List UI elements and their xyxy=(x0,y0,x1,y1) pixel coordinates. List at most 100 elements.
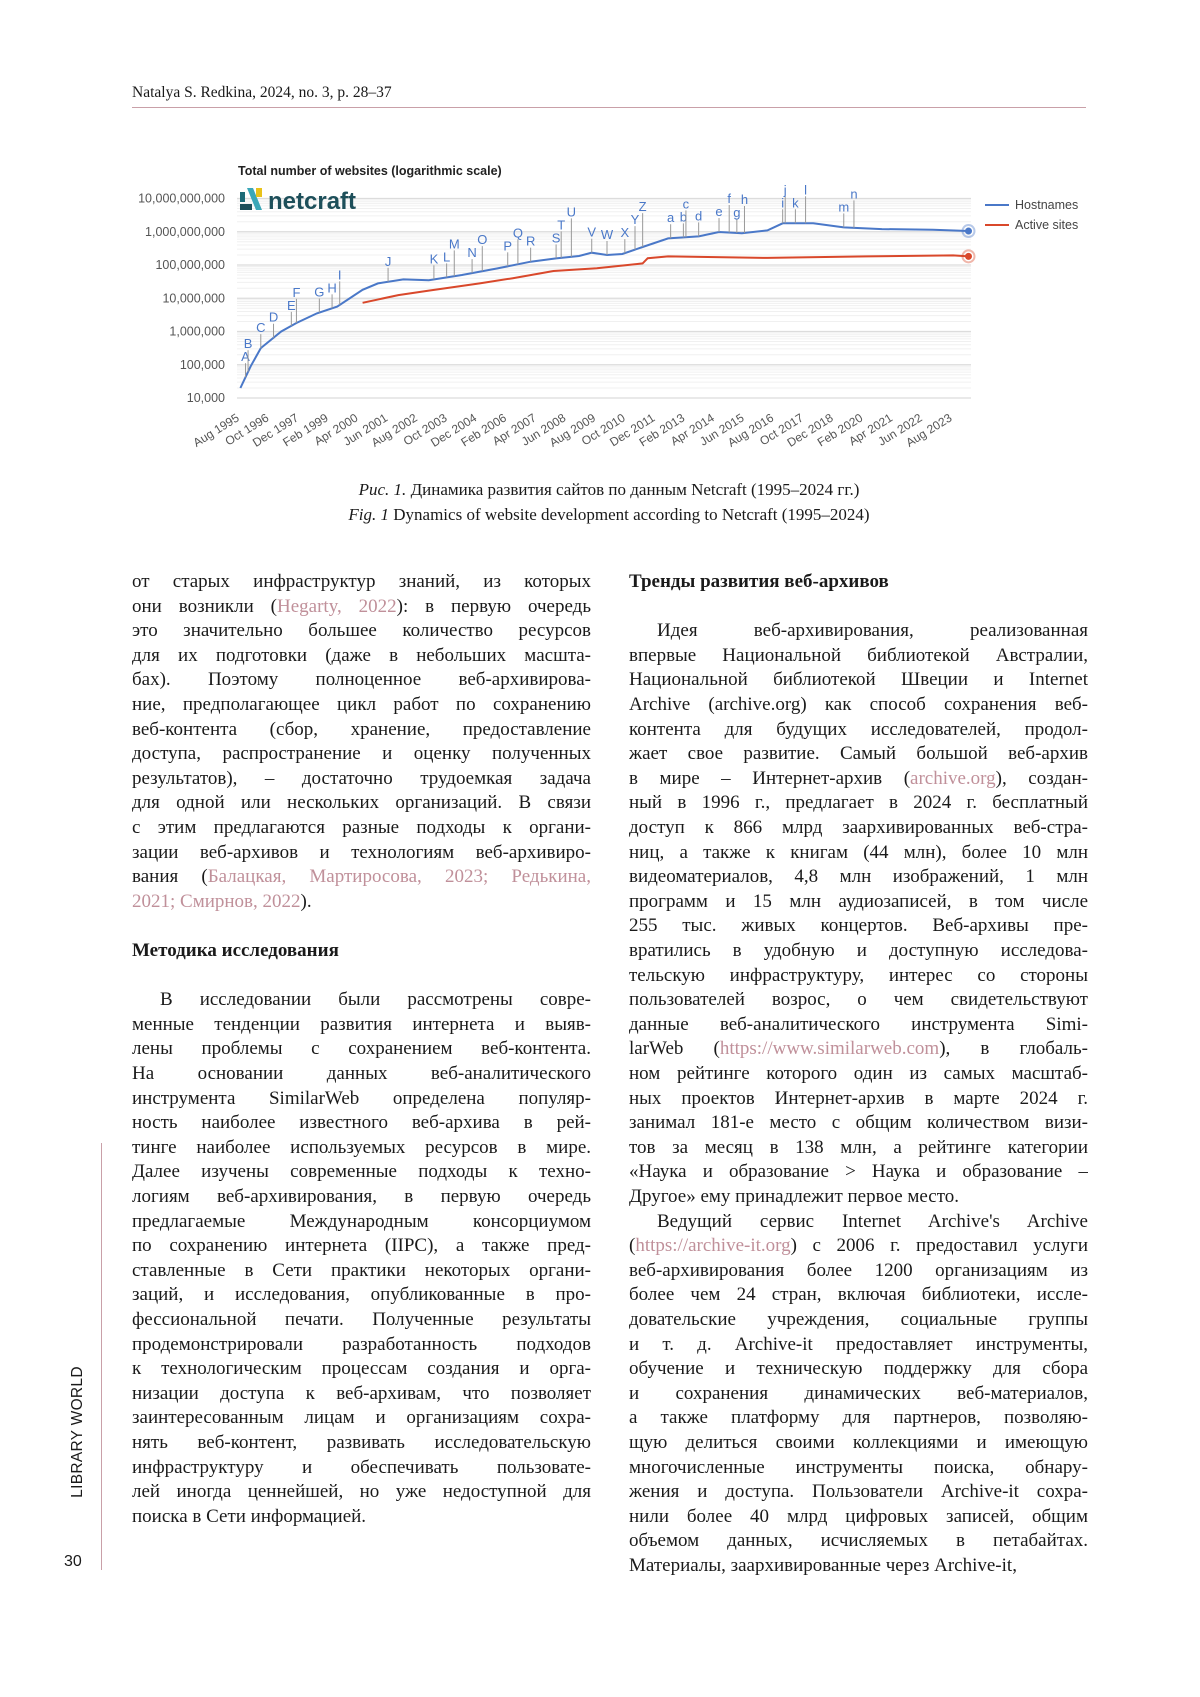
text-segment: ном рейтинге которого один из самых масш… xyxy=(629,1063,1088,1084)
text-line: щую делиться своими коллекциями и имеющу… xyxy=(629,1431,1088,1456)
annotation-label: K xyxy=(430,251,439,266)
text-segment: более чем 24 стран, включая библиотеки, … xyxy=(629,1284,1088,1305)
text-segment: щую делиться своими коллекциями и имеющу… xyxy=(629,1432,1088,1453)
text-segment: менные тенденции развития интернета и вы… xyxy=(132,1014,591,1035)
text-segment: ных проектов Интернет-архив в марте 2024… xyxy=(629,1088,1088,1109)
text-segment: доступа, распространение и оценку получе… xyxy=(132,743,591,764)
annotation-label: M xyxy=(449,236,460,251)
text-line: фессиональной печати. Полученные результ… xyxy=(132,1308,591,1333)
text-line: ность наиболее известного веб-архива в р… xyxy=(132,1111,591,1136)
text-line: низации доступа к веб-архивам, что позво… xyxy=(132,1382,591,1407)
annotation-label: j xyxy=(783,182,787,197)
text-line: занимал 181-е место с общим количеством … xyxy=(629,1111,1088,1136)
text-line: жения и доступа. Пользователи Archive-it… xyxy=(629,1480,1088,1505)
legend-label: Active sites xyxy=(1015,218,1078,232)
text-line: доступа, распространение и оценку получе… xyxy=(132,742,591,767)
y-tick-label: 1,000,000,000 xyxy=(145,225,225,239)
text-segment: пользователей возрос, о чем свидетельств… xyxy=(629,989,1088,1010)
reference-link[interactable]: https://www.similarweb.com xyxy=(720,1038,939,1059)
text-line: многочисленные инструменты поиска, обнар… xyxy=(629,1456,1088,1481)
header-rule xyxy=(132,107,1086,108)
text-segment: веб-контента (сбор, хранение, предоставл… xyxy=(132,719,591,740)
text-line: ных проектов Интернет-архив в марте 2024… xyxy=(629,1087,1088,1112)
x-axis-ticks: Aug 1995Oct 1996Dec 1997Feb 1999Apr 2000… xyxy=(191,410,955,449)
text-segment: «Наука и образование > Наука и образован… xyxy=(629,1161,1088,1182)
annotation-label: V xyxy=(587,225,596,240)
text-segment: с этим предлагаются разные подходы к орг… xyxy=(132,817,591,838)
text-segment: На основании данных веб-аналитического xyxy=(132,1063,591,1084)
text-segment: и т. д. Archive-it предоставляет инструм… xyxy=(629,1334,1088,1355)
text-line: лей иногда ценнейшей, но уже недоступной… xyxy=(132,1480,591,1505)
journal-title: LIBRARY WORLD xyxy=(69,1366,87,1498)
running-head: Natalya S. Redkina, 2024, no. 3, p. 28–3… xyxy=(132,84,392,102)
text-segment: к технологическим процессам создания и о… xyxy=(132,1358,591,1379)
text-segment: 255 тыс. живых концертов. Веб-архивы пре… xyxy=(629,915,1088,936)
annotation-label: D xyxy=(269,310,278,325)
text-line: ставленные в Сети практики некоторых орг… xyxy=(132,1259,591,1284)
text-segment: ный в 1996 г., предлагает в 2024 г. бесп… xyxy=(629,792,1088,813)
text-line: инфраструктуру и обеспечивать пользовате… xyxy=(132,1456,591,1481)
reference-link[interactable]: 2021; Смирнов, 2022 xyxy=(132,891,301,912)
annotation-label: U xyxy=(567,204,576,219)
text-segment: занимал 181-е место с общим количеством … xyxy=(629,1112,1088,1133)
series-end-marker xyxy=(965,228,972,235)
text-line: вания (Балацкая, Мартиросова, 2023; Редь… xyxy=(132,865,591,890)
text-segment: жает свое развитие. Самый большой веб-ар… xyxy=(629,743,1088,764)
reference-link[interactable]: https://archive-it.org xyxy=(635,1235,790,1256)
text-segment: предлагаемые Международным консорциумом xyxy=(132,1211,591,1232)
text-line: для одной или нескольких организаций. В … xyxy=(132,791,591,816)
text-segment: продемонстрировали разработанность подхо… xyxy=(132,1334,591,1355)
text-segment: для одной или нескольких организаций. В … xyxy=(132,792,591,813)
text-segment: объемом данных, исчисляемых в петабайтах… xyxy=(629,1530,1088,1551)
text-line: поиска в Сети информацией. xyxy=(132,1505,591,1530)
y-tick-label: 100,000,000 xyxy=(155,258,225,272)
text-segment: larWeb ( xyxy=(629,1038,720,1059)
annotation-label: J xyxy=(385,254,392,269)
text-line: larWeb (https://www.similarweb.com), в г… xyxy=(629,1037,1088,1062)
text-line: заций, и исследования, опубликованные в … xyxy=(132,1283,591,1308)
annotation-label: F xyxy=(292,285,300,300)
text-segment: Идея веб-архивирования, реализованная xyxy=(657,620,1088,641)
text-line: тинге наиболее используемых ресурсов в м… xyxy=(132,1136,591,1161)
text-segment: ставленные в Сети практики некоторых орг… xyxy=(132,1260,591,1281)
text-line: к технологическим процессам создания и о… xyxy=(132,1357,591,1382)
reference-link[interactable]: Балацкая, Мартиросова, 2023; Редькина, xyxy=(208,866,591,887)
text-line: ние, предполагающее цикл работ по сохран… xyxy=(132,693,591,718)
y-tick-label: 10,000,000 xyxy=(162,291,225,305)
text-line: ный в 1996 г., предлагает в 2024 г. бесп… xyxy=(629,791,1088,816)
text-segment: контента для будущих исследователей, про… xyxy=(629,719,1088,740)
annotation-label: n xyxy=(850,186,857,201)
y-axis-ticks: 10,000100,0001,000,00010,000,000100,000,… xyxy=(138,192,225,406)
text-segment: от старых инфраструктур знаний, из котор… xyxy=(132,571,591,592)
annotation-label: N xyxy=(467,245,476,260)
text-segment: ): в первую очередь xyxy=(397,596,591,617)
text-line: логиям веб-архивирования, в первую очере… xyxy=(132,1185,591,1210)
text-line: 255 тыс. живых концертов. Веб-архивы пре… xyxy=(629,914,1088,939)
text-line: инструмента SimilarWeb определена популя… xyxy=(132,1087,591,1112)
text-line: Ведущий сервис Internet Archive's Archiv… xyxy=(629,1210,1088,1235)
text-segment: низации доступа к веб-архивам, что позво… xyxy=(132,1383,591,1404)
text-line: впервые Национальной библиотекой Австрал… xyxy=(629,644,1088,669)
text-segment: это значительно большее количество ресур… xyxy=(132,620,591,641)
netcraft-chart: Total number of websites (logarithmic sc… xyxy=(0,140,1200,460)
text-line: На основании данных веб-аналитического xyxy=(132,1062,591,1087)
annotation-label: B xyxy=(244,336,253,351)
annotation-label: E xyxy=(287,298,296,313)
text-segment: ). xyxy=(301,891,312,912)
text-line: от старых инфраструктур знаний, из котор… xyxy=(132,570,591,595)
text-segment: вратились в удобную и доступную исследов… xyxy=(629,940,1088,961)
text-line: вратились в удобную и доступную исследов… xyxy=(629,939,1088,964)
text-line: с этим предлагаются разные подходы к орг… xyxy=(132,816,591,841)
text-line: Национальной библиотекой Швеции и Intern… xyxy=(629,668,1088,693)
text-segment: ), создан- xyxy=(996,768,1088,789)
text-line: (https://archive-it.org) с 2006 г. предо… xyxy=(629,1234,1088,1259)
netcraft-logo-text: netcraft xyxy=(268,188,356,215)
reference-link[interactable]: archive.org xyxy=(910,768,996,789)
text-segment: для их подготовки (даже в небольших масш… xyxy=(132,645,591,666)
text-line: и т. д. Archive-it предоставляет инструм… xyxy=(629,1333,1088,1358)
text-line: тельскую инфраструктуру, интерес со стор… xyxy=(629,964,1088,989)
annotation-label: I xyxy=(338,267,342,282)
text-line: это значительно большее количество ресур… xyxy=(132,619,591,644)
y-tick-label: 1,000,000 xyxy=(169,325,225,339)
reference-link[interactable]: Hegarty, 2022 xyxy=(277,596,397,617)
